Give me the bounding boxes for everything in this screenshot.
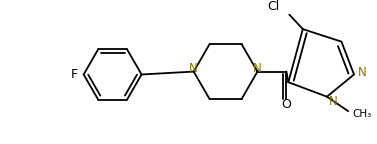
- Text: O: O: [282, 98, 291, 111]
- Text: F: F: [71, 68, 78, 81]
- Text: N: N: [329, 95, 338, 108]
- Text: CH₃: CH₃: [352, 109, 371, 119]
- Text: Cl: Cl: [267, 0, 280, 13]
- Text: N: N: [189, 62, 198, 75]
- Text: N: N: [358, 66, 366, 79]
- Text: N: N: [253, 62, 262, 75]
